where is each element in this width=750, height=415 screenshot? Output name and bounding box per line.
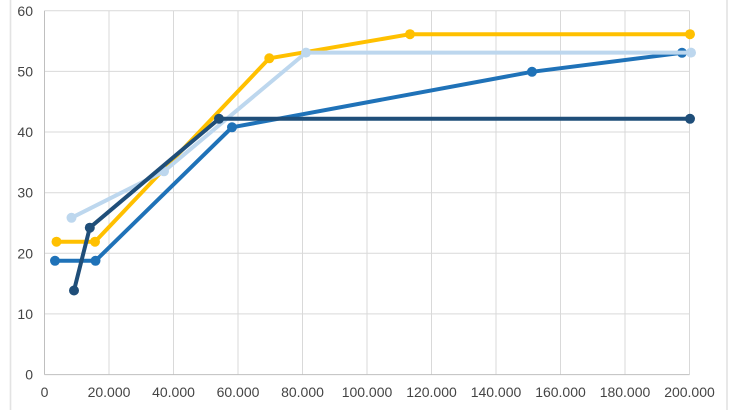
svg-text:160.000: 160.000 [535,384,586,400]
svg-text:140.000: 140.000 [471,384,522,400]
svg-text:100.000: 100.000 [342,384,393,400]
svg-text:20.000: 20.000 [88,384,131,400]
svg-text:80.000: 80.000 [281,384,324,400]
svg-text:180.000: 180.000 [600,384,651,400]
svg-text:30: 30 [17,185,33,201]
svg-text:60: 60 [17,3,33,19]
svg-text:0: 0 [41,384,49,400]
svg-text:10: 10 [17,306,33,322]
svg-text:50: 50 [17,63,33,79]
svg-text:40: 40 [17,124,33,140]
svg-text:40.000: 40.000 [152,384,195,400]
svg-text:60.000: 60.000 [217,384,260,400]
svg-text:0: 0 [25,367,33,383]
svg-text:120.000: 120.000 [406,384,457,400]
svg-text:20: 20 [17,245,33,261]
svg-text:200.000: 200.000 [664,384,715,400]
